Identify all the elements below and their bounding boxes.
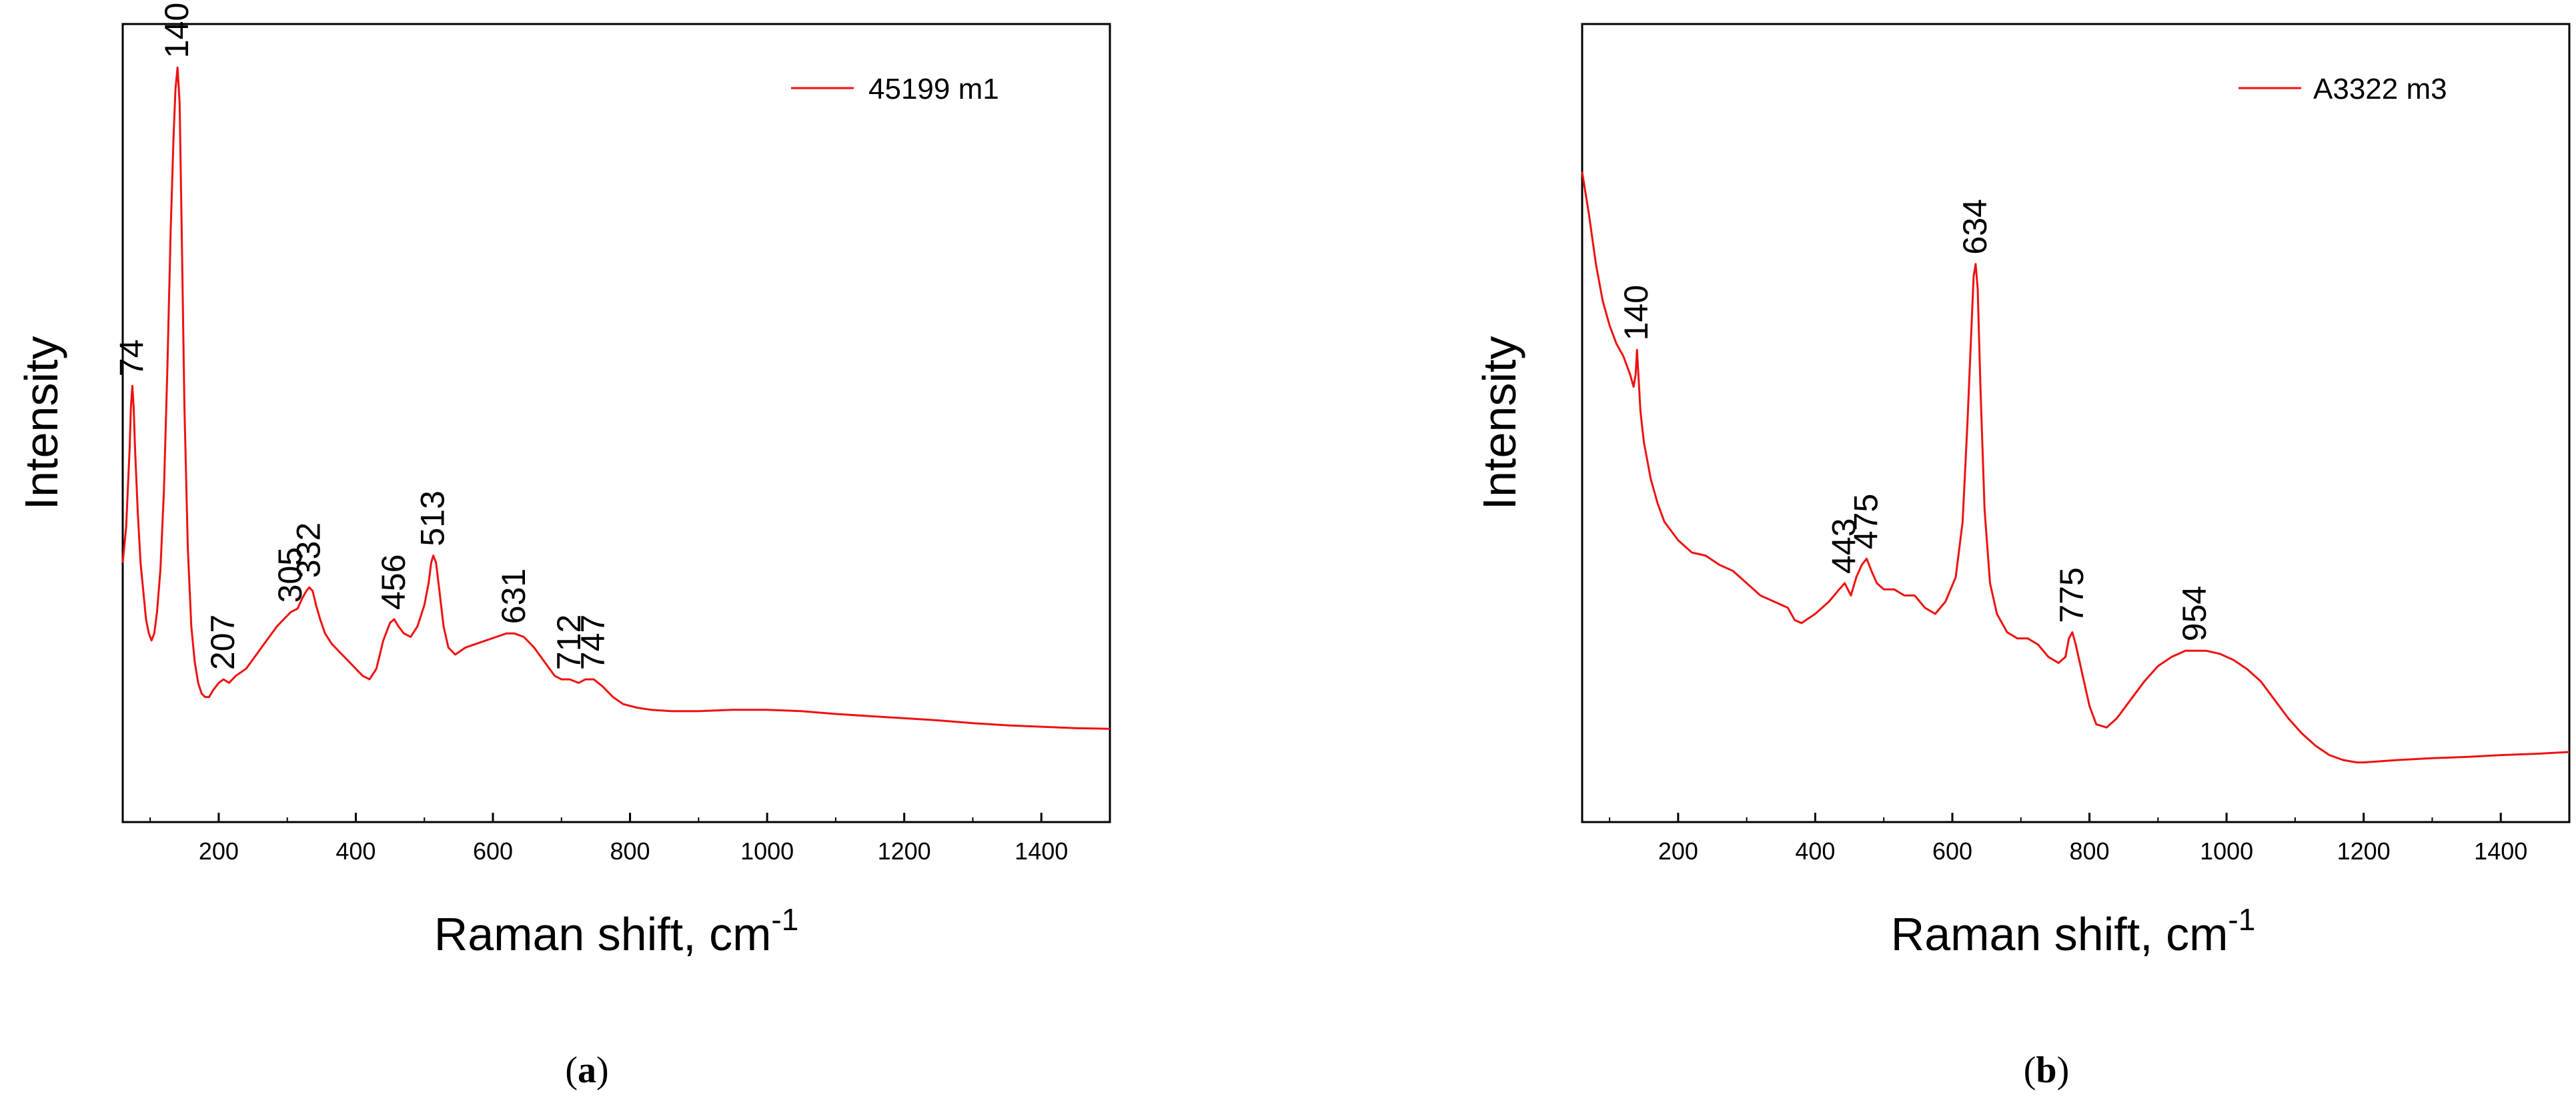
x-tick-label-b-800: 800 xyxy=(2070,837,2110,865)
x-axis-title-a: Raman shift, cm-1 xyxy=(434,902,799,960)
panel-caption-letter-a: a xyxy=(578,1050,596,1091)
x-tick-label-b-200: 200 xyxy=(1658,837,1698,865)
x-tick-label-a-1000: 1000 xyxy=(740,837,794,865)
peak-label-a-631: 631 xyxy=(495,569,532,624)
x-axis-title-text-a: Raman shift, cm xyxy=(434,908,772,960)
panel-caption-b: (b) xyxy=(2024,1050,2069,1091)
x-axis-ticks-a: 200 400 600 800 1000 1200 1400 xyxy=(149,813,1068,865)
x-axis-title-b: Raman shift, cm-1 xyxy=(1891,902,2256,960)
panel-caption-letter-b: b xyxy=(2036,1050,2056,1091)
x-tick-label-a-1200: 1200 xyxy=(878,837,931,865)
y-axis-title-b: Intensity xyxy=(1473,336,1525,510)
peak-label-a-513: 513 xyxy=(414,490,452,546)
x-axis-title-text-b: Raman shift, cm xyxy=(1891,908,2228,960)
peak-label-b-443: 443 xyxy=(1826,518,1863,574)
peak-label-a-140: 140 xyxy=(158,3,195,58)
peak-label-a-74: 74 xyxy=(113,340,150,377)
x-tick-label-b-1200: 1200 xyxy=(2337,837,2391,865)
peak-label-a-332: 332 xyxy=(290,522,328,578)
peak-label-a-747: 747 xyxy=(574,615,612,670)
peak-label-a-712: 712 xyxy=(550,615,588,670)
x-tick-label-a-600: 600 xyxy=(473,837,513,865)
x-tick-label-a-800: 800 xyxy=(610,837,650,865)
legend-a: 45199 m1 xyxy=(791,73,999,105)
series-group-a xyxy=(121,66,1111,730)
legend-b: A3322 m3 xyxy=(2238,73,2447,105)
x-tick-label-a-400: 400 xyxy=(336,837,376,865)
peak-label-a-305: 305 xyxy=(271,547,309,603)
x-tick-label-b-1400: 1400 xyxy=(2474,837,2527,865)
peak-label-b-775: 775 xyxy=(2053,567,2090,623)
peak-label-a-207: 207 xyxy=(204,615,241,670)
peak-label-b-954: 954 xyxy=(2176,586,2213,641)
x-tick-label-b-400: 400 xyxy=(1795,837,1835,865)
plot-frame-b xyxy=(1581,23,2571,823)
x-axis-title-superscript-b: -1 xyxy=(2228,902,2255,937)
x-tick-label-a-1400: 1400 xyxy=(1015,837,1068,865)
legend-label-a: 45199 m1 xyxy=(868,73,999,105)
series-line-a-0 xyxy=(121,66,1111,730)
legend-label-b: A3322 m3 xyxy=(2313,73,2447,105)
x-axis-title-superscript-a: -1 xyxy=(771,902,798,937)
peak-label-a-456: 456 xyxy=(375,554,412,610)
plot-frame-a xyxy=(121,23,1111,823)
panel-caption-a: (a) xyxy=(565,1050,608,1091)
x-tick-label-b-1000: 1000 xyxy=(2200,837,2253,865)
x-axis-ticks-b: 200 400 600 800 1000 1200 1400 xyxy=(1609,813,2527,865)
y-axis-title-a: Intensity xyxy=(15,336,67,510)
peak-label-b-140: 140 xyxy=(1618,285,1655,340)
x-tick-label-a-200: 200 xyxy=(199,837,239,865)
series-group-b xyxy=(1581,171,2570,764)
series-line-b-0 xyxy=(1581,171,2570,764)
peak-label-b-475: 475 xyxy=(1848,494,1885,549)
peak-label-b-634: 634 xyxy=(1956,199,1994,254)
x-tick-label-b-600: 600 xyxy=(1932,837,1972,865)
